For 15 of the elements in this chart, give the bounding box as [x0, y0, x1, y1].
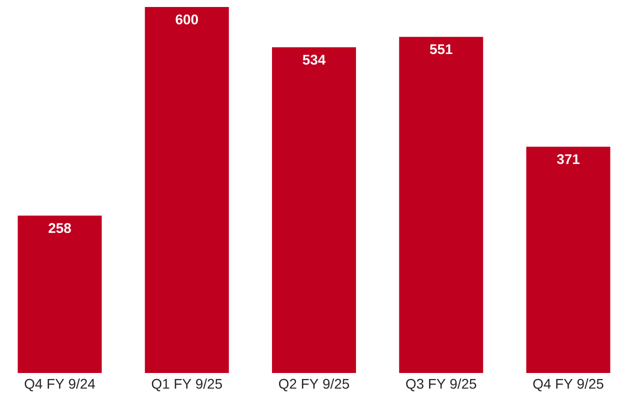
x-tick-label: Q2 FY 9/25 [278, 378, 350, 392]
x-tick-label: Q1 FY 9/25 [152, 378, 222, 392]
x-tick-label: Q4 FY 9/24 [24, 378, 95, 392]
data-label: 534 [302, 54, 326, 65]
bar [272, 47, 356, 373]
data-label: 258 [48, 223, 71, 234]
x-tick-label: Q3 FY 9/25 [406, 378, 476, 392]
bar [18, 216, 102, 373]
bar [526, 146, 610, 373]
data-label: 551 [430, 44, 452, 54]
bar [144, 7, 229, 373]
data-label: 600 [176, 14, 198, 24]
x-tick-label: Q4 FY 9/25 [533, 378, 604, 392]
data-label: 371 [556, 154, 580, 164]
bar [399, 36, 484, 373]
